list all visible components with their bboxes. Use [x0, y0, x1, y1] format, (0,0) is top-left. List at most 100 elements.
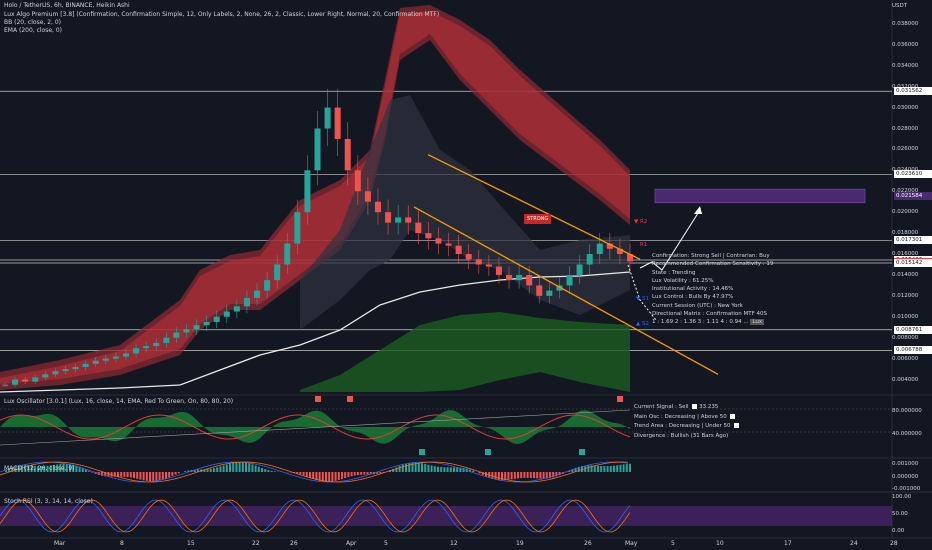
candle-body	[82, 363, 89, 367]
time-tick-label: 22	[252, 540, 260, 547]
oscillator-table: Current Signal : Sell 33.235 Main Osc : …	[634, 403, 740, 441]
macd-histogram-bar	[245, 462, 247, 472]
candle-body	[223, 311, 230, 317]
macd-histogram-bar	[401, 464, 404, 472]
macd-histogram-bar	[257, 466, 260, 472]
osc-divergence-line	[0, 409, 631, 446]
candle-body	[42, 374, 49, 378]
macd-histogram-bar	[113, 472, 116, 477]
candle-body	[364, 191, 371, 202]
macd-histogram-bar	[382, 472, 385, 473]
macd-histogram-bar	[456, 467, 459, 472]
macd-histogram-bar	[149, 472, 151, 482]
oscillator-legend[interactable]: Lux Oscillator [3.0.1] (Lux, 16, close, …	[4, 398, 234, 405]
candle-body	[385, 212, 392, 223]
osc-row: Main Osc : Decreasing | Above 50	[634, 413, 739, 423]
candle-body	[425, 233, 432, 239]
macd-histogram-bar	[555, 472, 558, 477]
macd-histogram-bar	[69, 464, 71, 472]
macd-histogram-bar	[136, 472, 139, 479]
price-level-badge: 0.008761	[894, 325, 932, 334]
stoch-legend[interactable]: Stoch RSI (3, 3, 14, 14, close)	[4, 498, 93, 505]
macd-histogram-bar	[491, 472, 494, 479]
macd-histogram-bar	[507, 472, 510, 480]
time-tick-label: 19	[516, 540, 524, 547]
macd-histogram-bar	[229, 463, 231, 472]
macd-histogram-bar	[552, 472, 555, 478]
candle-body	[455, 245, 462, 255]
candle-body	[233, 306, 240, 312]
osc-signal-icon	[579, 449, 585, 455]
price-tick-label: 0.014000	[892, 271, 919, 278]
macd-histogram-bar	[494, 472, 497, 480]
candle-body	[193, 325, 200, 330]
projection-arrow	[639, 209, 701, 271]
osc-marker-icon	[730, 413, 736, 419]
stoch-k-line	[0, 499, 631, 533]
macd-histogram-bar	[440, 467, 443, 472]
dashboard-line: Confirmation: Strong Sell | Contrarian: …	[652, 253, 770, 259]
time-tick-label: 26	[584, 540, 592, 547]
macd-legend[interactable]: MACD (12, 26, close, 9)	[4, 465, 75, 472]
time-tick-label: 12	[450, 540, 458, 547]
price-tick-label: 0.020000	[892, 209, 919, 216]
lux-dashboard: Confirmation: Strong Sell | Contrarian: …	[652, 252, 773, 327]
price-tick-label: 0.022000	[890, 188, 932, 194]
macd-histogram-bar	[104, 472, 107, 477]
macd-histogram-bar	[369, 472, 372, 475]
macd-histogram-bar	[8, 468, 11, 472]
candle-body	[163, 337, 170, 343]
macd-histogram-bar	[571, 469, 574, 472]
macd-histogram-bar	[536, 472, 539, 479]
price-tick-label: 0.036000	[892, 41, 919, 48]
macd-histogram-bar	[363, 472, 366, 475]
macd-histogram-bar	[264, 469, 267, 472]
matrix-value: 40S	[756, 311, 768, 318]
candle-body	[485, 264, 492, 267]
ema-legend[interactable]: EMA (200, close, 0)	[4, 27, 63, 34]
bb-legend[interactable]: BB (20, close, 2, 0)	[4, 19, 61, 26]
macd-histogram-bar	[529, 472, 532, 478]
macd-histogram-bar	[600, 465, 603, 472]
macd-histogram-bar	[526, 472, 529, 478]
macd-histogram-bar	[33, 465, 36, 472]
macd-histogram-bar	[334, 472, 337, 481]
price-level-badge: 0.023610	[894, 170, 932, 179]
arrow-head-icon	[694, 206, 702, 214]
dashboard-line: State : Trending	[652, 269, 696, 276]
macd-axis-0: 0.001000	[892, 461, 919, 467]
macd-histogram-bar	[430, 465, 433, 472]
candle-body	[12, 379, 19, 385]
price-tick-label: 0.016000	[892, 251, 919, 258]
macd-histogram-bar	[414, 462, 417, 472]
price-level-badge: 0.017301	[894, 236, 932, 245]
projection-arrow-down	[627, 264, 657, 321]
macd-histogram-bar	[11, 467, 14, 472]
macd-histogram-bar	[472, 470, 475, 472]
time-tick-label: 5	[671, 540, 675, 547]
s1-label: ▼ S1	[636, 296, 649, 302]
candle-body	[495, 266, 502, 275]
candle-body	[203, 322, 210, 326]
macd-histogram-bar	[353, 472, 356, 476]
macd-histogram-bar	[312, 472, 315, 479]
stoch-axis-50: 50.00	[892, 511, 908, 517]
osc-row-text: Main Osc : Decreasing | Above 50	[634, 413, 727, 420]
macd-histogram-bar	[46, 465, 49, 472]
macd-histogram-bar	[478, 472, 481, 474]
macd-histogram-bar	[59, 464, 62, 472]
macd-histogram-bar	[577, 466, 580, 472]
macd-histogram-bar	[219, 466, 222, 472]
macd-histogram-bar	[56, 464, 59, 472]
stoch-axis-0: 0.00	[892, 528, 905, 534]
macd-histogram-bar	[459, 467, 462, 472]
price-tick-label: 0.034000	[892, 62, 919, 69]
osc-row: Trend Area : Decreasing | Under 50	[634, 422, 740, 432]
osc-axis-40: 40.000000	[892, 431, 922, 437]
macd-histogram-bar	[216, 467, 219, 472]
candle-body	[435, 238, 442, 244]
macd-histogram-bar	[417, 462, 420, 472]
luxalgo-legend[interactable]: Lux Algo Premium [3.8] (Confirmation, Co…	[4, 11, 440, 18]
candle-body	[32, 377, 39, 382]
